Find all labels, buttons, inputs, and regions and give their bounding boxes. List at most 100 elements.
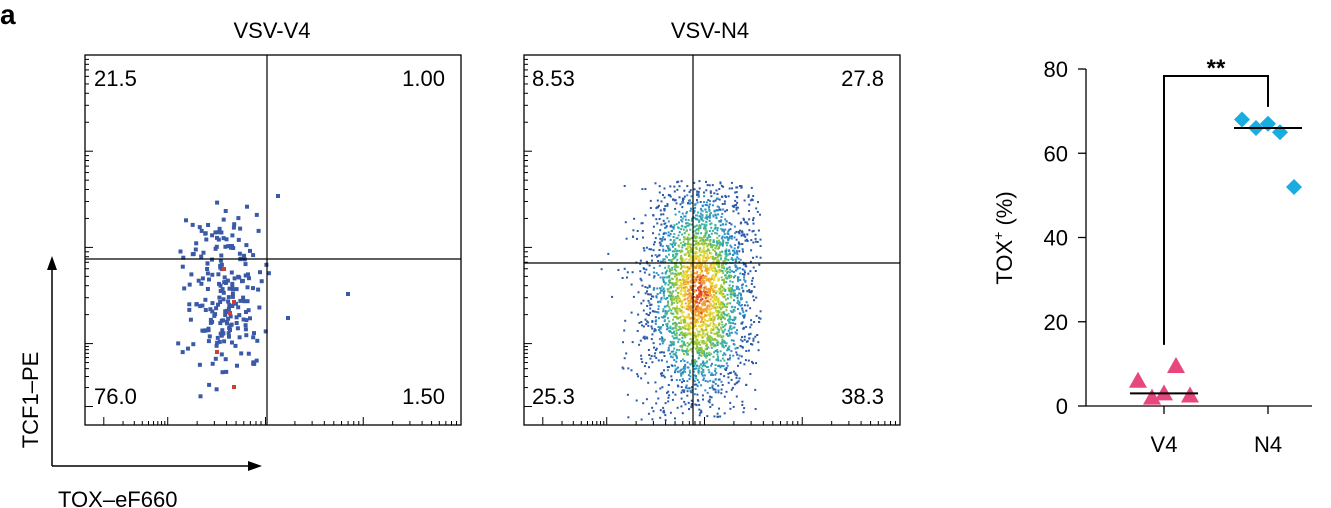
- flow-plot-n4-x-ticks: [542, 417, 897, 425]
- density-dot: [713, 345, 716, 348]
- density-dot: [712, 229, 715, 232]
- density-dot: [723, 305, 726, 308]
- density-dot: [689, 257, 692, 260]
- density-dot: [733, 247, 736, 250]
- event-dot: [213, 356, 218, 361]
- density-dot: [690, 260, 693, 263]
- density-dot: [698, 286, 701, 288]
- density-dot: [716, 232, 718, 235]
- density-dot: [683, 350, 686, 353]
- density-dot: [662, 219, 665, 222]
- density-dot: [631, 341, 634, 344]
- density-dot: [723, 233, 726, 236]
- event-dot: [221, 331, 226, 336]
- density-dot: [716, 412, 719, 415]
- density-dot: [689, 189, 692, 192]
- density-dot: [709, 294, 712, 297]
- density-dot: [725, 309, 728, 312]
- density-dot: [709, 329, 712, 332]
- density-dot: [697, 351, 700, 354]
- event-dot: [219, 253, 224, 258]
- density-dot: [675, 315, 678, 318]
- density-dot: [700, 299, 703, 302]
- density-dot: [666, 304, 669, 307]
- density-dot: [667, 245, 670, 248]
- density-dot: [726, 297, 729, 300]
- density-dot: [752, 295, 755, 298]
- event-dot: [231, 225, 236, 230]
- density-dot: [714, 369, 716, 372]
- density-dot: [685, 386, 687, 389]
- density-dot: [698, 275, 701, 278]
- density-dot: [738, 250, 741, 253]
- density-dot: [714, 388, 717, 391]
- density-dot: [705, 267, 708, 270]
- density-dot: [699, 298, 702, 301]
- density-dot: [646, 320, 649, 323]
- density-dot: [690, 404, 693, 407]
- density-dot: [693, 367, 696, 370]
- event-dot: [232, 222, 237, 227]
- density-dot: [652, 342, 655, 345]
- density-dot: [752, 229, 755, 232]
- density-dot: [741, 243, 744, 245]
- density-dot: [689, 363, 692, 366]
- density-dot: [730, 274, 733, 277]
- density-dot: [729, 324, 732, 327]
- density-dot: [702, 300, 705, 303]
- density-dot: [699, 315, 702, 318]
- event-dot: [205, 287, 210, 291]
- density-dot: [749, 199, 752, 202]
- density-dot: [683, 259, 686, 262]
- density-dot: [727, 381, 730, 384]
- density-dot: [734, 373, 737, 376]
- density-dot: [752, 195, 755, 197]
- density-dot: [683, 290, 686, 293]
- v4-triangle-point: [1143, 388, 1161, 405]
- y-arrowhead: [47, 256, 57, 270]
- density-dot: [720, 254, 723, 257]
- density-dot: [661, 372, 664, 375]
- density-dot: [700, 384, 703, 387]
- density-dot: [713, 258, 716, 261]
- density-dot: [648, 273, 651, 276]
- density-dot: [667, 265, 670, 268]
- density-dot: [691, 293, 693, 295]
- event-dot: [216, 272, 221, 277]
- density-dot: [708, 184, 711, 187]
- event-dot: [246, 308, 251, 313]
- density-dot: [659, 351, 662, 354]
- density-dot: [695, 243, 698, 246]
- density-dot: [681, 331, 684, 334]
- density-dot: [687, 282, 690, 285]
- density-dot: [688, 378, 691, 380]
- density-dot: [649, 307, 652, 310]
- density-dot: [644, 214, 647, 217]
- density-dot: [689, 389, 692, 392]
- density-dot: [690, 340, 693, 343]
- density-dot: [705, 361, 708, 364]
- density-dot: [684, 288, 687, 291]
- density-dot: [673, 185, 676, 188]
- density-dot: [637, 375, 640, 378]
- density-dot: [739, 338, 742, 341]
- density-dot: [647, 349, 650, 351]
- density-dot: [678, 334, 681, 336]
- density-dot: [687, 308, 690, 311]
- density-dot: [696, 364, 699, 367]
- density-dot: [722, 295, 725, 298]
- density-dot: [712, 255, 714, 258]
- density-dot: [721, 338, 724, 341]
- event-dot: [230, 340, 234, 345]
- density-dot: [709, 277, 712, 280]
- density-dot: [680, 374, 683, 377]
- density-dot: [717, 359, 720, 362]
- density-dot: [660, 298, 663, 301]
- density-dot: [678, 379, 681, 382]
- density-dot: [724, 236, 726, 239]
- event-dot: [244, 310, 248, 314]
- density-dot: [631, 271, 634, 274]
- density-dot: [641, 188, 644, 191]
- density-dot: [702, 371, 705, 374]
- density-dot: [688, 326, 690, 329]
